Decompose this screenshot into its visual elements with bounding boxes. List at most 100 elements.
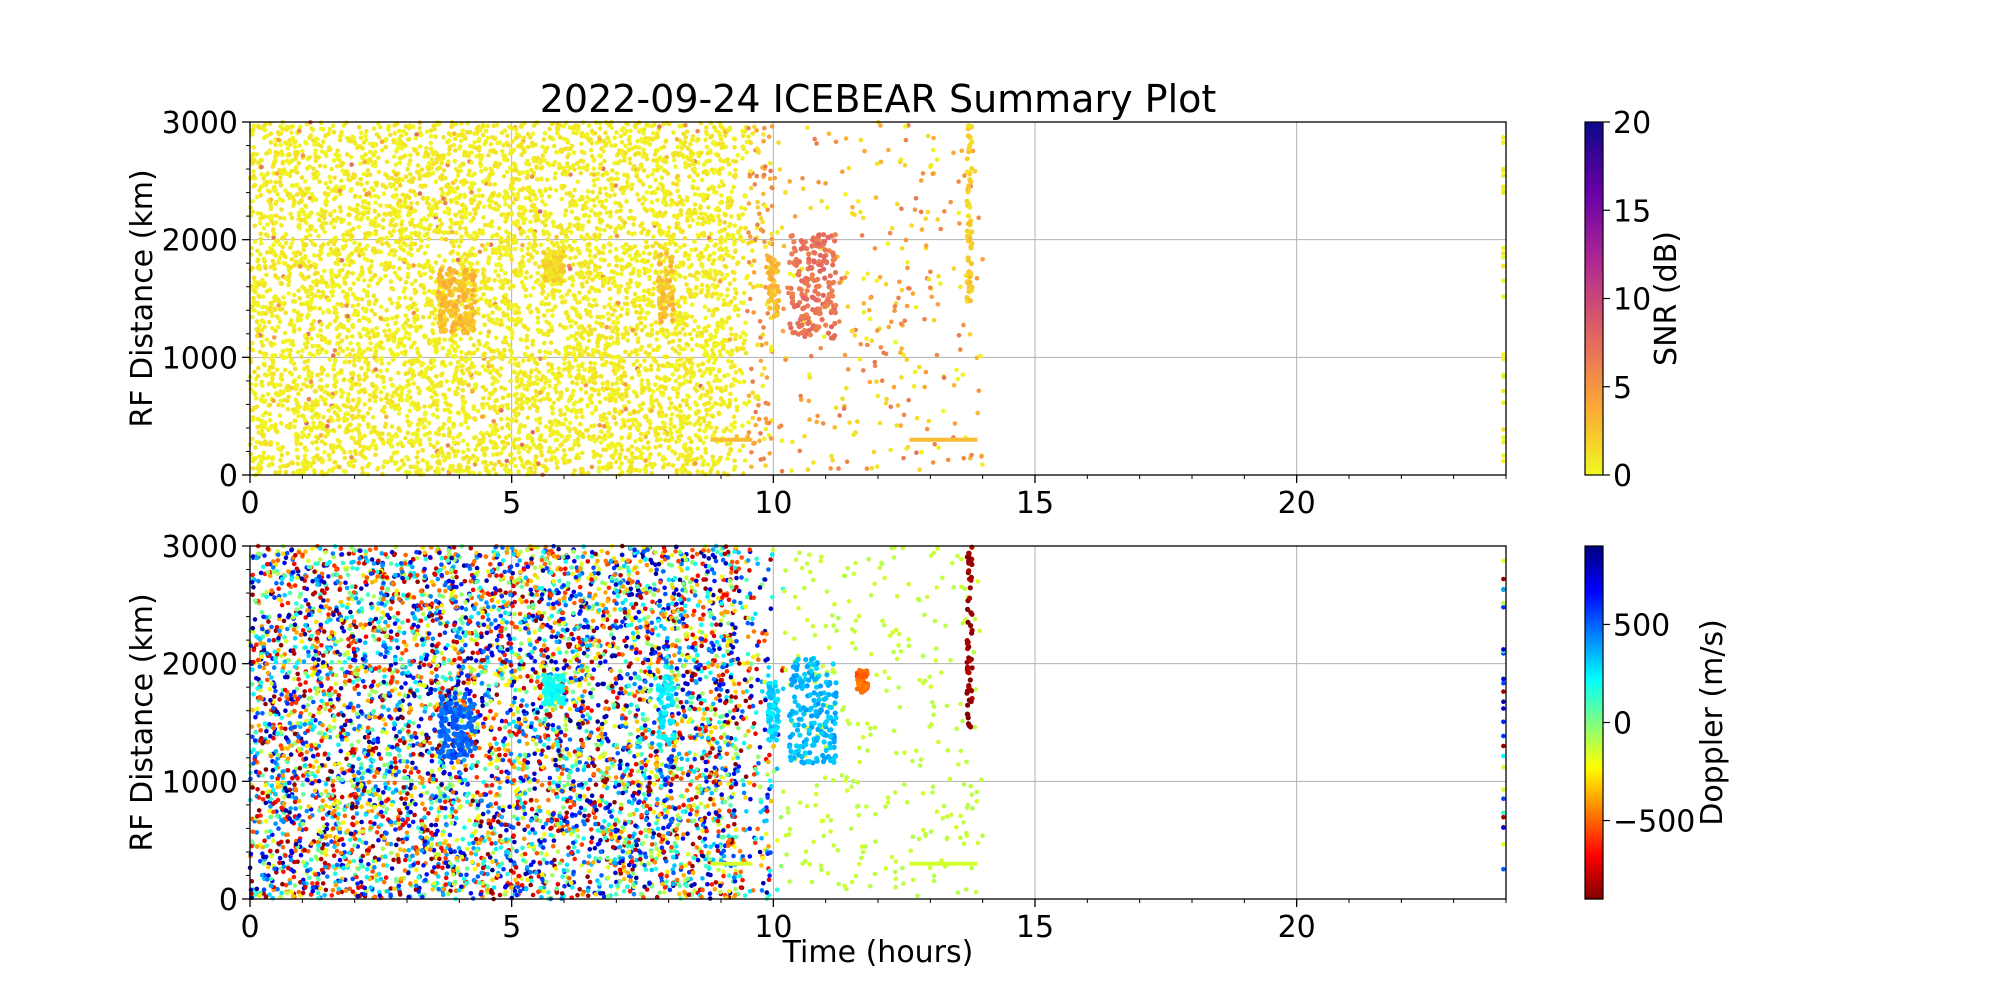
scatter-point: [439, 236, 445, 242]
scatter-point: [883, 401, 889, 406]
scatter-point: [471, 230, 477, 236]
scatter-point: [395, 274, 400, 280]
scatter-point: [459, 220, 465, 225]
scatter-point: [398, 256, 403, 262]
scatter-point: [874, 379, 879, 384]
scatter-point: [741, 290, 747, 296]
scatter-point: [814, 419, 819, 425]
scatter-point: [673, 150, 678, 156]
scatter-point: [717, 367, 722, 373]
scatter-point: [259, 184, 265, 189]
scatter-point: [302, 179, 308, 184]
scatter-point: [365, 215, 371, 221]
scatter-point: [577, 251, 582, 256]
scatter-point: [642, 316, 648, 321]
scatter-point: [645, 440, 651, 445]
scatter-point: [283, 254, 288, 260]
scatter-point: [348, 228, 353, 234]
scatter-point: [260, 343, 266, 348]
scatter-point: [417, 144, 423, 149]
scatter-point: [677, 403, 683, 408]
scatter-point: [546, 232, 552, 237]
scatter-point: [311, 166, 317, 171]
scatter-point: [677, 304, 682, 309]
scatter-point: [561, 448, 567, 453]
scatter-point: [783, 357, 788, 363]
scatter-point: [337, 424, 342, 430]
scatter-point: [391, 264, 397, 270]
scatter-point: [498, 318, 504, 323]
scatter-point: [388, 347, 393, 353]
scatter-point: [597, 126, 603, 131]
scatter-point: [497, 140, 503, 145]
scatter-point: [881, 350, 886, 356]
scatter-point: [541, 231, 547, 237]
scatter-point: [769, 236, 775, 242]
scatter-point: [751, 258, 757, 264]
scatter-point: [630, 328, 636, 333]
scatter-point: [559, 442, 564, 447]
scatter-point: [349, 162, 354, 167]
scatter-point: [330, 394, 335, 400]
scatter-point: [403, 313, 409, 318]
scatter-point: [459, 254, 464, 260]
scatter-point: [458, 239, 464, 244]
scatter-point: [535, 426, 540, 432]
scatter-point: [367, 398, 373, 403]
scatter-point: [318, 433, 324, 438]
scatter-point: [714, 425, 719, 431]
scatter-point: [373, 367, 379, 372]
scatter-point: [609, 335, 614, 340]
scatter-point: [638, 347, 643, 352]
scatter-point: [687, 458, 692, 463]
scatter-point: [521, 285, 526, 290]
scatter-point: [904, 303, 910, 309]
scatter-point: [425, 243, 430, 249]
scatter-point: [435, 414, 440, 420]
scatter-point: [576, 373, 581, 378]
scatter-point: [744, 150, 749, 155]
scatter-point: [630, 455, 636, 461]
scatter-point: [553, 188, 559, 193]
scatter-point: [912, 207, 918, 212]
scatter-point: [576, 442, 581, 448]
scatter-point: [748, 186, 754, 191]
scatter-point: [312, 305, 318, 311]
scatter-point: [575, 300, 580, 305]
scatter-point: [312, 389, 318, 394]
scatter-point: [879, 378, 885, 384]
scatter-point: [395, 352, 401, 357]
scatter-point: [424, 461, 430, 466]
scatter-point: [280, 244, 286, 250]
scatter-point: [901, 455, 906, 461]
scatter-point: [279, 207, 284, 212]
scatter-point: [428, 140, 434, 146]
scatter-point: [716, 296, 721, 301]
scatter-point: [596, 388, 601, 393]
scatter-point: [642, 358, 647, 364]
scatter-point: [636, 268, 642, 274]
scatter-point: [655, 375, 660, 380]
scatter-point: [519, 377, 525, 382]
scatter-point: [491, 355, 497, 360]
scatter-point: [310, 353, 316, 358]
scatter-point: [409, 252, 414, 258]
scatter-point: [636, 272, 642, 278]
scatter-point: [618, 271, 624, 277]
scatter-point: [313, 228, 318, 234]
scatter-point: [732, 287, 738, 292]
scatter-point: [457, 466, 462, 472]
scatter-point: [262, 122, 268, 127]
scatter-point: [692, 239, 697, 245]
scatter-point: [277, 469, 283, 475]
scatter-point: [471, 404, 477, 409]
scatter-point: [538, 176, 544, 181]
scatter-point: [980, 462, 985, 467]
scatter-point: [763, 426, 768, 432]
scatter-point: [403, 280, 409, 285]
scatter-point: [446, 426, 452, 432]
scatter-point: [561, 124, 567, 129]
scatter-point: [498, 451, 504, 456]
scatter-point: [460, 162, 466, 167]
scatter-point: [280, 348, 286, 354]
